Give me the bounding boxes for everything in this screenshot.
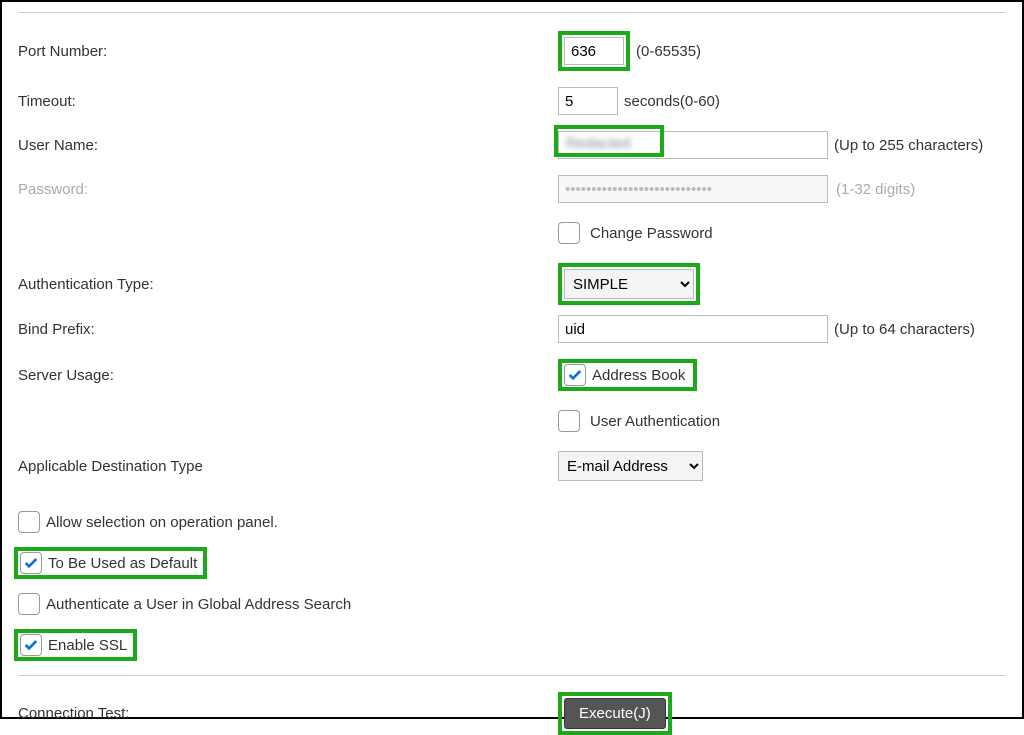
execute-button[interactable]: Execute(J) (564, 698, 666, 729)
change-password-label: Change Password (590, 225, 713, 242)
dest-type-label: Applicable Destination Type (18, 458, 558, 475)
port-number-hint: (0-65535) (636, 43, 701, 60)
server-usage-label: Server Usage: (18, 367, 558, 384)
auth-global-checkbox[interactable] (18, 593, 40, 615)
bind-prefix-input[interactable] (558, 315, 828, 343)
section-divider (18, 675, 1006, 676)
timeout-label: Timeout: (18, 93, 558, 110)
connection-test-label: Connection Test: (18, 705, 558, 722)
user-auth-label: User Authentication (590, 413, 720, 430)
use-default-checkbox[interactable] (20, 552, 42, 574)
dest-type-select[interactable]: E-mail Address (558, 451, 703, 481)
username-hint: (Up to 255 characters) (834, 137, 983, 154)
change-password-checkbox[interactable] (558, 222, 580, 244)
timeout-hint: seconds(0-60) (624, 93, 720, 110)
port-number-label: Port Number: (18, 43, 558, 60)
allow-panel-checkbox[interactable] (18, 511, 40, 533)
use-default-label: To Be Used as Default (48, 555, 201, 572)
port-number-input[interactable] (564, 37, 624, 65)
address-book-checkbox[interactable] (564, 364, 586, 386)
timeout-input[interactable] (558, 87, 618, 115)
user-auth-checkbox[interactable] (558, 410, 580, 432)
check-icon (23, 637, 39, 653)
bind-prefix-hint: (Up to 64 characters) (834, 321, 975, 338)
auth-type-label: Authentication Type: (18, 276, 558, 293)
enable-ssl-checkbox[interactable] (20, 634, 42, 656)
check-icon (567, 367, 583, 383)
bind-prefix-label: Bind Prefix: (18, 321, 558, 338)
password-label: Password: (18, 181, 558, 198)
password-input (558, 175, 828, 203)
address-book-label: Address Book (592, 367, 691, 384)
check-icon (23, 555, 39, 571)
username-input[interactable] (558, 131, 828, 159)
auth-global-label: Authenticate a User in Global Address Se… (46, 596, 351, 613)
allow-panel-label: Allow selection on operation panel. (46, 514, 278, 531)
auth-type-select[interactable]: SIMPLE (564, 269, 694, 299)
username-label: User Name: (18, 137, 558, 154)
password-hint: (1-32 digits) (836, 181, 915, 198)
enable-ssl-label: Enable SSL (48, 637, 131, 654)
